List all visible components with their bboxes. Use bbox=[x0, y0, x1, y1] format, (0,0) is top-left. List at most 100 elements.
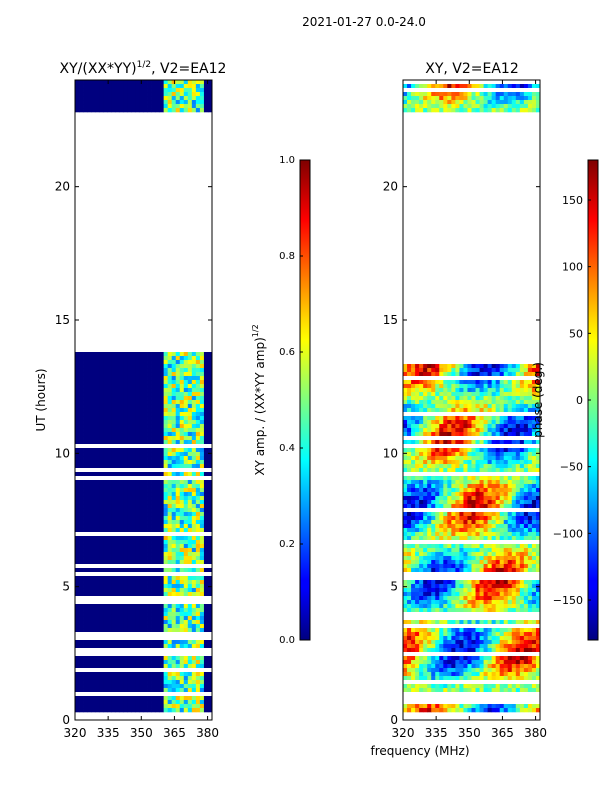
heatmap-cell bbox=[143, 108, 148, 113]
heatmap-cell bbox=[123, 540, 128, 545]
heatmap-cell bbox=[527, 504, 533, 509]
heatmap-cell bbox=[419, 468, 424, 473]
heatmap-cell bbox=[163, 616, 169, 621]
heatmap-cell bbox=[123, 460, 128, 465]
heatmap-cell bbox=[179, 708, 185, 713]
heatmap-cell bbox=[127, 512, 132, 517]
heatmap-cell bbox=[139, 372, 144, 377]
heatmap-cell bbox=[467, 368, 472, 373]
heatmap-cell bbox=[95, 516, 100, 521]
heatmap-cell bbox=[91, 676, 96, 681]
heatmap-cell bbox=[487, 476, 493, 481]
heatmap-cell bbox=[147, 488, 152, 493]
heatmap-cell bbox=[111, 592, 116, 597]
heatmap-cell bbox=[175, 568, 181, 573]
heatmap-cell bbox=[459, 408, 464, 413]
heatmap-cell bbox=[171, 532, 177, 537]
heatmap-cell bbox=[131, 92, 136, 97]
heatmap-cell bbox=[439, 472, 444, 477]
heatmap-cell bbox=[75, 420, 80, 425]
heatmap-cell bbox=[95, 488, 100, 493]
heatmap-cell bbox=[151, 384, 156, 389]
heatmap-cell bbox=[167, 488, 173, 493]
heatmap-cell bbox=[135, 440, 140, 445]
heatmap-cell bbox=[175, 368, 181, 373]
heatmap-cell bbox=[107, 532, 112, 537]
heatmap-cell bbox=[491, 456, 497, 461]
heatmap-cell bbox=[407, 448, 412, 453]
heatmap-cell bbox=[115, 604, 120, 609]
heatmap-cell bbox=[523, 448, 529, 453]
heatmap-cell bbox=[407, 412, 412, 417]
heatmap-cell bbox=[155, 360, 161, 365]
heatmap-cell bbox=[115, 696, 120, 701]
heatmap-cell bbox=[163, 356, 169, 361]
heatmap-cell bbox=[447, 436, 452, 441]
heatmap-cell bbox=[519, 388, 525, 393]
heatmap-cell bbox=[115, 496, 120, 501]
heatmap-cell bbox=[511, 484, 517, 489]
heatmap-cell bbox=[159, 604, 165, 609]
heatmap-cell bbox=[75, 456, 80, 461]
heatmap-cell bbox=[483, 448, 489, 453]
heatmap-cell bbox=[111, 656, 116, 661]
heatmap-cell bbox=[131, 108, 136, 113]
heatmap-cell bbox=[419, 452, 424, 457]
heatmap-cell bbox=[107, 444, 112, 449]
heatmap-cell bbox=[131, 376, 136, 381]
heatmap-cell bbox=[179, 540, 185, 545]
heatmap-cell bbox=[435, 444, 440, 449]
heatmap-cell bbox=[123, 80, 128, 85]
heatmap-cell bbox=[183, 104, 189, 109]
heatmap-cell bbox=[471, 504, 476, 509]
heatmap-cell bbox=[207, 428, 213, 433]
heatmap-cell bbox=[403, 80, 408, 85]
heatmap-cell bbox=[447, 508, 452, 513]
heatmap-cell bbox=[143, 700, 148, 705]
heatmap-cell bbox=[207, 392, 213, 397]
heatmap-cell bbox=[199, 448, 205, 453]
heatmap-cell bbox=[415, 372, 420, 377]
heatmap-cell bbox=[123, 508, 128, 513]
heatmap-cell bbox=[427, 436, 432, 441]
heatmap-cell bbox=[139, 588, 144, 593]
heatmap-cell bbox=[99, 612, 104, 617]
heatmap-cell bbox=[483, 356, 489, 361]
heatmap-cell bbox=[471, 92, 476, 97]
heatmap-cell bbox=[131, 356, 136, 361]
heatmap-cell bbox=[127, 520, 132, 525]
heatmap-cell bbox=[115, 664, 120, 669]
heatmap-cell bbox=[199, 352, 205, 357]
heatmap-cell bbox=[131, 644, 136, 649]
heatmap-cell bbox=[475, 376, 480, 381]
heatmap-cell bbox=[127, 472, 132, 477]
heatmap-cell bbox=[535, 468, 541, 473]
heatmap-cell bbox=[207, 632, 213, 637]
heatmap-cell bbox=[143, 388, 148, 393]
heatmap-cell bbox=[439, 424, 444, 429]
heatmap-cell bbox=[499, 464, 505, 469]
heatmap-cell bbox=[139, 408, 144, 413]
heatmap-cell bbox=[411, 104, 416, 109]
heatmap-cell bbox=[107, 652, 112, 657]
heatmap-cell bbox=[451, 452, 456, 457]
heatmap-cell bbox=[199, 452, 205, 457]
heatmap-cell bbox=[167, 552, 173, 557]
heatmap-cell bbox=[159, 384, 165, 389]
heatmap-cell bbox=[107, 544, 112, 549]
heatmap-cell bbox=[103, 532, 108, 537]
heatmap-cell bbox=[187, 412, 193, 417]
heatmap-cell bbox=[195, 700, 201, 705]
heatmap-cell bbox=[203, 476, 209, 481]
heatmap-cell bbox=[115, 684, 120, 689]
heatmap-cell bbox=[131, 472, 136, 477]
heatmap-cell bbox=[163, 632, 169, 637]
heatmap-cell bbox=[147, 544, 152, 549]
heatmap-cell bbox=[503, 404, 509, 409]
heatmap-cell bbox=[139, 416, 144, 421]
heatmap-cell bbox=[75, 408, 80, 413]
heatmap-cell bbox=[171, 88, 177, 93]
heatmap-cell bbox=[179, 548, 185, 553]
heatmap-cell bbox=[187, 448, 193, 453]
heatmap-cell bbox=[199, 376, 205, 381]
